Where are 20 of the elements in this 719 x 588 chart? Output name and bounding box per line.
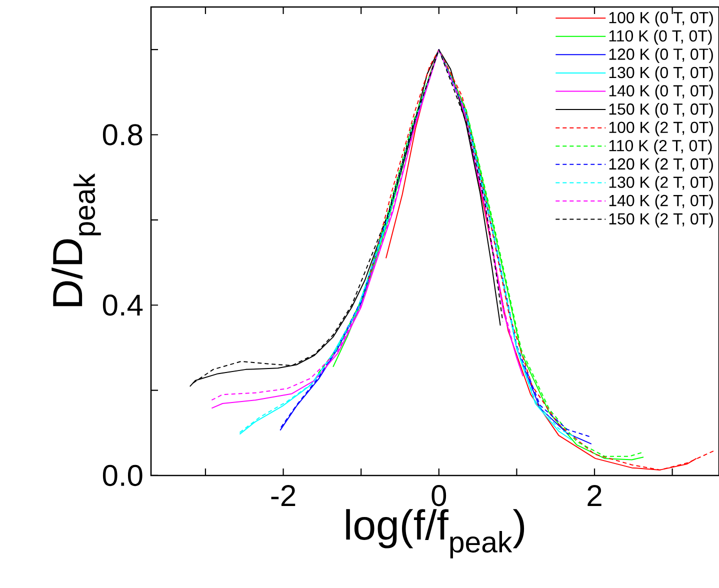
y-tick-label: 0.0 (102, 464, 142, 486)
legend-label: 150 K (0 T, 0T) (609, 103, 713, 118)
legend-label: 130 K (2 T, 0T) (609, 176, 713, 192)
legend-label: 100 K (2 T, 0T) (609, 121, 713, 136)
x-tick-label: -2 (271, 485, 296, 506)
legend-label: 150 K (2 T, 0T) (609, 212, 713, 228)
x-tick-label: 0 (432, 485, 446, 506)
x-tick-label: 2 (588, 485, 602, 506)
y-axis-title: D/D$_{peak}$ (52, 173, 101, 306)
y-tick-label: 0.4 (102, 294, 143, 316)
legend-label: 130 K (0 T, 0T) (609, 66, 713, 82)
legend-label: 110 K (2 T, 0T) (609, 140, 712, 154)
legend-label: 110 K (0 T, 0T) (609, 30, 712, 45)
legend-label: 120 K (0 T, 0T) (609, 48, 713, 64)
legend-label: 100 K (0 T, 0T) (609, 12, 713, 26)
x-axis-title: log(f/f$_{peak}$) (346, 509, 524, 558)
legend-label: 140 K (2 T, 0T) (609, 194, 713, 210)
y-tick-label: 0.8 (102, 124, 142, 146)
legend-label: 140 K (0 T, 0T) (609, 84, 713, 100)
legend-label: 120 K (2 T, 0T) (609, 158, 713, 173)
